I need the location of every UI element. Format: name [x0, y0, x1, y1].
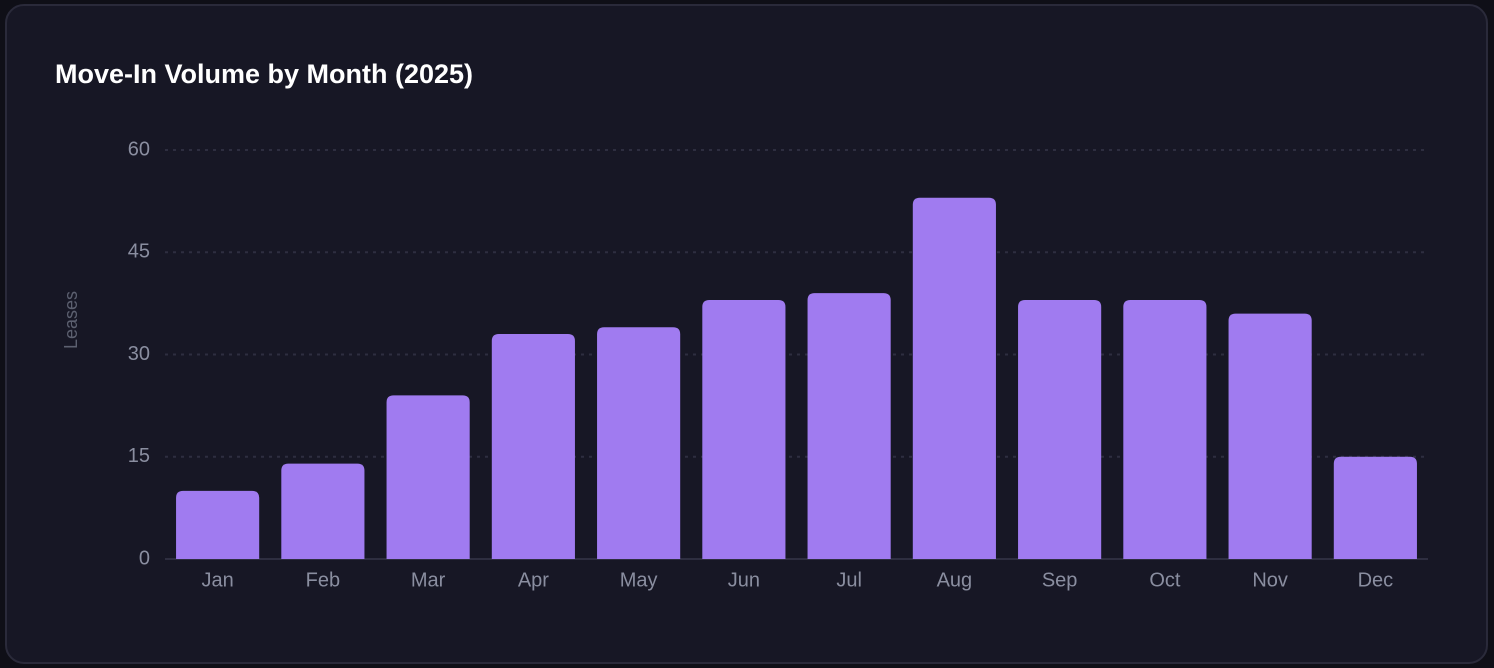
bar — [1123, 299, 1207, 559]
x-tick-label: May — [620, 569, 658, 591]
bar — [281, 463, 365, 559]
y-tick-label: 30 — [128, 343, 150, 365]
y-axis-label: Leases — [61, 291, 81, 349]
bar — [176, 490, 260, 559]
y-tick-label: 60 — [128, 138, 150, 160]
x-tick-label: Feb — [306, 569, 340, 591]
bar — [912, 197, 996, 559]
y-tick-label: 45 — [128, 241, 150, 263]
bar — [597, 327, 681, 559]
x-tick-label: Jun — [728, 569, 760, 591]
bar — [807, 293, 891, 559]
chart-title: Move-In Volume by Month (2025) — [55, 59, 473, 89]
bar — [1228, 313, 1312, 559]
x-tick-label: Aug — [937, 569, 973, 591]
x-tick-label: Mar — [411, 569, 446, 591]
x-tick-label: Nov — [1252, 569, 1288, 591]
x-tick-label: Sep — [1042, 569, 1078, 591]
y-tick-label: 0 — [139, 547, 150, 569]
x-tick-label: Jul — [836, 569, 862, 591]
bar — [702, 299, 786, 559]
bar — [1333, 456, 1417, 559]
x-tick-label: Apr — [518, 569, 549, 591]
bar — [1018, 299, 1102, 559]
bar — [491, 334, 575, 559]
bar — [386, 395, 470, 559]
x-tick-label: Jan — [202, 569, 234, 591]
y-tick-label: 15 — [128, 445, 150, 467]
x-tick-label: Dec — [1358, 569, 1394, 591]
x-tick-label: Oct — [1149, 569, 1181, 591]
